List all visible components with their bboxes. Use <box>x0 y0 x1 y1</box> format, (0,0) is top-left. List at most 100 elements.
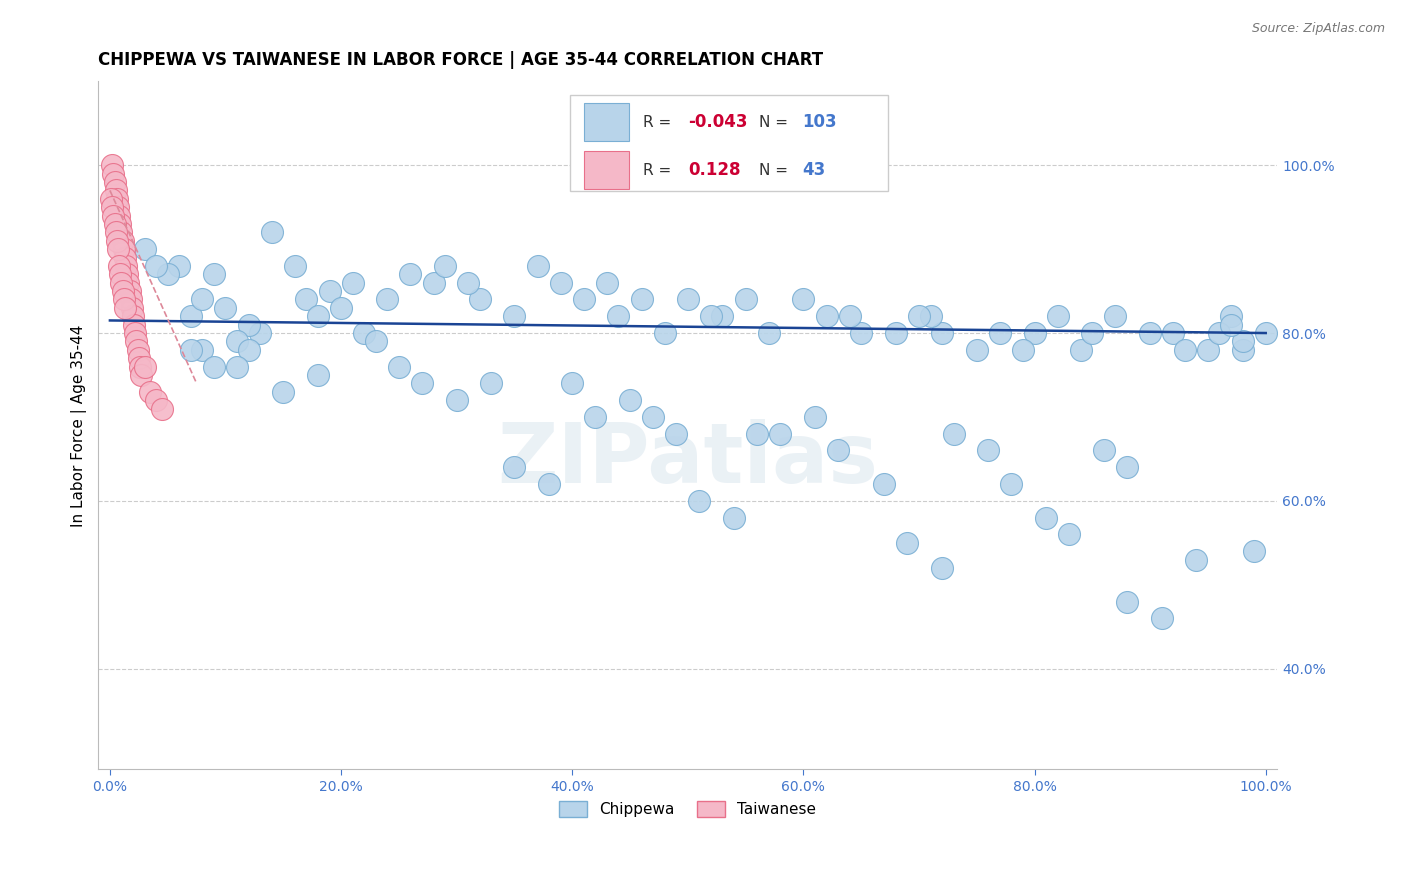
Taiwanese <box>122 318 145 332</box>
Chippewa <box>399 268 422 282</box>
Chippewa <box>145 259 167 273</box>
Chippewa <box>654 326 676 340</box>
Taiwanese <box>112 242 135 256</box>
Chippewa <box>191 293 214 307</box>
Taiwanese <box>120 293 142 307</box>
Taiwanese <box>118 284 141 298</box>
Chippewa <box>364 334 387 349</box>
Taiwanese <box>145 393 167 408</box>
Text: -0.043: -0.043 <box>688 113 748 131</box>
Chippewa <box>700 310 723 324</box>
Chippewa <box>284 259 307 273</box>
Chippewa <box>156 268 179 282</box>
Chippewa <box>226 359 249 374</box>
Chippewa <box>1174 343 1197 357</box>
Chippewa <box>619 393 641 408</box>
Taiwanese <box>101 158 124 172</box>
Taiwanese <box>121 301 143 315</box>
Chippewa <box>804 409 827 424</box>
Taiwanese <box>150 401 173 416</box>
Chippewa <box>723 510 745 524</box>
Chippewa <box>238 318 260 332</box>
Taiwanese <box>134 359 156 374</box>
Text: R =: R = <box>643 162 681 178</box>
Taiwanese <box>110 225 132 239</box>
Text: N =: N = <box>759 162 793 178</box>
Chippewa <box>503 460 526 475</box>
Chippewa <box>607 310 630 324</box>
Text: R =: R = <box>643 114 676 129</box>
Chippewa <box>388 359 411 374</box>
Taiwanese <box>101 200 124 214</box>
Taiwanese <box>122 310 145 324</box>
Text: CHIPPEWA VS TAIWANESE IN LABOR FORCE | AGE 35-44 CORRELATION CHART: CHIPPEWA VS TAIWANESE IN LABOR FORCE | A… <box>98 51 824 69</box>
Taiwanese <box>139 384 162 399</box>
Chippewa <box>307 368 329 382</box>
Chippewa <box>1035 510 1057 524</box>
Chippewa <box>318 284 340 298</box>
Chippewa <box>792 293 814 307</box>
Chippewa <box>572 293 595 307</box>
Taiwanese <box>111 284 134 298</box>
Taiwanese <box>114 301 136 315</box>
Text: ZIPatlas: ZIPatlas <box>498 419 879 500</box>
Chippewa <box>134 242 156 256</box>
Taiwanese <box>104 225 127 239</box>
Chippewa <box>249 326 271 340</box>
Chippewa <box>1232 334 1254 349</box>
Chippewa <box>295 293 318 307</box>
Chippewa <box>479 376 502 391</box>
Taiwanese <box>105 234 128 248</box>
Taiwanese <box>112 293 135 307</box>
Chippewa <box>711 310 734 324</box>
Bar <box>583 103 628 141</box>
Y-axis label: In Labor Force | Age 35-44: In Labor Force | Age 35-44 <box>72 324 87 526</box>
Chippewa <box>503 310 526 324</box>
Chippewa <box>931 561 953 575</box>
Chippewa <box>260 225 283 239</box>
Chippewa <box>988 326 1011 340</box>
Text: 103: 103 <box>803 113 837 131</box>
Chippewa <box>1012 343 1035 357</box>
Chippewa <box>1057 527 1080 541</box>
Text: N =: N = <box>759 114 793 129</box>
Chippewa <box>920 310 942 324</box>
Chippewa <box>180 343 202 357</box>
Chippewa <box>676 293 699 307</box>
Taiwanese <box>108 259 131 273</box>
Chippewa <box>665 426 688 441</box>
Chippewa <box>330 301 353 315</box>
Taiwanese <box>110 276 132 290</box>
Chippewa <box>202 268 225 282</box>
Taiwanese <box>110 217 132 231</box>
Chippewa <box>1116 460 1139 475</box>
Chippewa <box>827 443 849 458</box>
Taiwanese <box>129 359 152 374</box>
Chippewa <box>747 426 769 441</box>
Taiwanese <box>103 175 125 189</box>
Taiwanese <box>103 167 125 181</box>
Taiwanese <box>127 343 149 357</box>
Text: Source: ZipAtlas.com: Source: ZipAtlas.com <box>1251 22 1385 36</box>
Chippewa <box>931 326 953 340</box>
Taiwanese <box>104 183 127 197</box>
Chippewa <box>1197 343 1219 357</box>
Chippewa <box>838 310 860 324</box>
Chippewa <box>226 334 249 349</box>
Chippewa <box>896 535 918 549</box>
Chippewa <box>1046 310 1069 324</box>
Chippewa <box>1150 611 1173 625</box>
Chippewa <box>734 293 756 307</box>
Taiwanese <box>108 209 131 223</box>
Chippewa <box>583 409 606 424</box>
Taiwanese <box>105 192 128 206</box>
Bar <box>583 152 628 189</box>
Chippewa <box>851 326 873 340</box>
FancyBboxPatch shape <box>569 95 889 192</box>
Chippewa <box>526 259 548 273</box>
Text: 43: 43 <box>803 161 825 179</box>
Taiwanese <box>117 276 139 290</box>
Taiwanese <box>103 209 125 223</box>
Taiwanese <box>110 268 132 282</box>
Chippewa <box>815 310 838 324</box>
